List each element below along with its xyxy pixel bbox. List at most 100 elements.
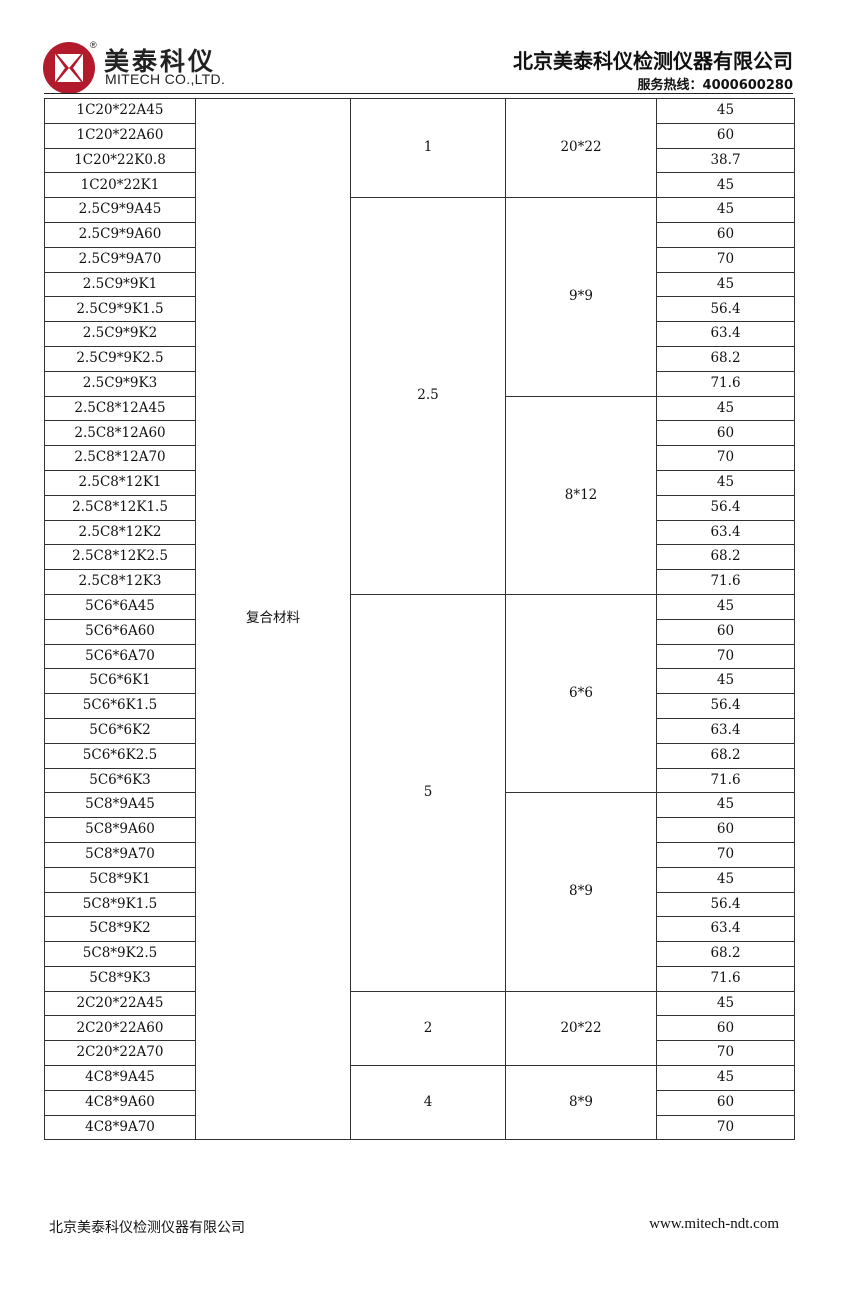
table-row: 4C8*9A70 70: [44, 1114, 795, 1141]
thickness-cell: 2.5: [350, 197, 506, 595]
model-cell: 2.5C9*9A60: [44, 221, 196, 248]
model-cell: 2.5C8*12A60: [44, 420, 196, 447]
angle-cell: 45: [656, 668, 795, 695]
angle-cell: 45: [656, 98, 795, 124]
thickness-cell: 5: [350, 593, 506, 992]
model-cell: 2.5C9*9A70: [44, 246, 196, 273]
angle-cell: 60: [656, 618, 795, 645]
angle-cell: 70: [656, 1040, 795, 1067]
thickness-cell: 4: [350, 1065, 506, 1141]
model-cell: 5C8*9A60: [44, 817, 196, 843]
table-row: 2.5C8*12K2.5 68.2: [44, 544, 795, 571]
table-row: 5C8*9K1 45: [44, 866, 795, 893]
model-cell: 4C8*9A70: [44, 1114, 196, 1141]
model-cell: 2.5C8*12K1: [44, 469, 196, 496]
model-cell: 1C20*22K0.8: [44, 147, 196, 174]
angle-cell: 60: [656, 420, 795, 447]
angle-cell: 56.4: [656, 296, 795, 323]
angle-cell: 71.6: [656, 965, 795, 992]
model-cell: 4C8*9A45: [44, 1065, 196, 1091]
model-cell: 5C6*6K1: [44, 668, 196, 695]
angle-cell: 71.6: [656, 370, 795, 397]
model-cell: 2.5C9*9K1: [44, 271, 196, 298]
angle-cell: 38.7: [656, 147, 795, 174]
size-cell: 20*22: [505, 97, 657, 199]
angle-cell: 45: [656, 197, 795, 223]
table-row: 4C8*9A60 60: [44, 1089, 795, 1116]
model-cell: 1C20*22K1: [44, 172, 196, 199]
model-cell: 1C20*22A60: [44, 122, 196, 149]
table-row: 5C8*9K1.5 56.4: [44, 891, 795, 918]
angle-cell: 60: [656, 817, 795, 843]
model-cell: 5C8*9K3: [44, 965, 196, 992]
table-row: 2.5C8*12A70 70: [44, 445, 795, 471]
table-row: 4C8*9A45 4 8*9 45: [44, 1065, 795, 1141]
table-row: 5C6*6K2 63.4: [44, 717, 795, 744]
size-cell: 8*9: [505, 1065, 657, 1141]
model-cell: 2.5C8*12K1.5: [44, 494, 196, 521]
brand-name-en: MITECH CO.,LTD.: [105, 71, 226, 87]
footer-website[interactable]: www.mitech-ndt.com: [649, 1216, 779, 1232]
table-row: 5C6*6K3 71.6: [44, 767, 795, 794]
table-row: 2.5C8*12K2 63.4: [44, 519, 795, 546]
table-row: 2.5C9*9A70 70: [44, 246, 795, 273]
table-row: 5C6*6K1.5 56.4: [44, 693, 795, 719]
table-row: 5C8*9K2.5 68.2: [44, 941, 795, 967]
angle-cell: 70: [656, 1114, 795, 1141]
table-row: 5C8*9K2 63.4: [44, 916, 795, 943]
model-cell: 2.5C9*9K3: [44, 370, 196, 397]
thickness-cell: 1: [350, 97, 506, 199]
table-row: 2.5C9*9K3 71.6: [44, 370, 795, 397]
angle-cell: 60: [656, 221, 795, 248]
table-row: 2C20*22A70 70: [44, 1040, 795, 1067]
model-cell: 5C8*9K2.5: [44, 941, 196, 967]
registered-mark: ®: [90, 40, 97, 50]
angle-cell: 45: [656, 866, 795, 893]
model-cell: 5C6*6K2.5: [44, 742, 196, 769]
angle-cell: 45: [656, 593, 795, 620]
model-cell: 5C6*6A60: [44, 618, 196, 645]
model-cell: 2.5C8*12K3: [44, 569, 196, 595]
angle-cell: 60: [656, 1015, 795, 1042]
angle-cell: 45: [656, 271, 795, 298]
size-cell: 6*6: [505, 593, 657, 794]
angle-cell: 56.4: [656, 891, 795, 918]
table-row: 2.5C9*9K2.5 68.2: [44, 345, 795, 372]
model-cell: 5C6*6A45: [44, 593, 196, 620]
brand-name-cn: 美泰科仪: [104, 47, 217, 76]
model-cell: 5C6*6K1.5: [44, 693, 196, 719]
footer-company: 北京美泰科仪检测仪器有限公司: [49, 1220, 245, 1236]
angle-cell: 68.2: [656, 544, 795, 571]
model-cell: 2.5C8*12K2.5: [44, 544, 196, 571]
hotline: 服务热线：4000600280: [637, 78, 793, 93]
model-cell: 5C8*9K2: [44, 916, 196, 943]
model-cell: 2.5C8*12A70: [44, 445, 196, 471]
angle-cell: 60: [656, 1089, 795, 1116]
model-cell: 2.5C9*9K1.5: [44, 296, 196, 323]
table-row: 2.5C9*9K1.5 56.4: [44, 296, 795, 323]
model-cell: 5C8*9A45: [44, 792, 196, 819]
table-row: 5C6*6K2.5 68.2: [44, 742, 795, 769]
angle-cell: 63.4: [656, 717, 795, 744]
model-cell: 2.5C8*12K2: [44, 519, 196, 546]
table-row: 5C8*9K3 71.6: [44, 965, 795, 992]
table-row: 1C20*22A60 60: [44, 122, 795, 149]
angle-cell: 70: [656, 643, 795, 670]
angle-cell: 60: [656, 122, 795, 149]
size-cell: 8*9: [505, 792, 657, 992]
logo-mark-icon: [55, 54, 83, 82]
model-cell: 5C8*9A70: [44, 841, 196, 868]
angle-cell: 45: [656, 395, 795, 422]
angle-cell: 68.2: [656, 345, 795, 372]
model-cell: 2.5C8*12A45: [44, 395, 196, 422]
angle-cell: 56.4: [656, 693, 795, 719]
angle-cell: 68.2: [656, 941, 795, 967]
angle-cell: 56.4: [656, 494, 795, 521]
model-cell: 5C6*6A70: [44, 643, 196, 670]
table-row: 2.5C9*9K1 45: [44, 271, 795, 298]
company-name: 北京美泰科仪检测仪器有限公司: [513, 49, 793, 73]
header-divider: [44, 93, 793, 94]
table-row: 5C8*9A60 60: [44, 817, 795, 843]
model-cell: 2.5C9*9K2.5: [44, 345, 196, 372]
angle-cell: 71.6: [656, 569, 795, 595]
